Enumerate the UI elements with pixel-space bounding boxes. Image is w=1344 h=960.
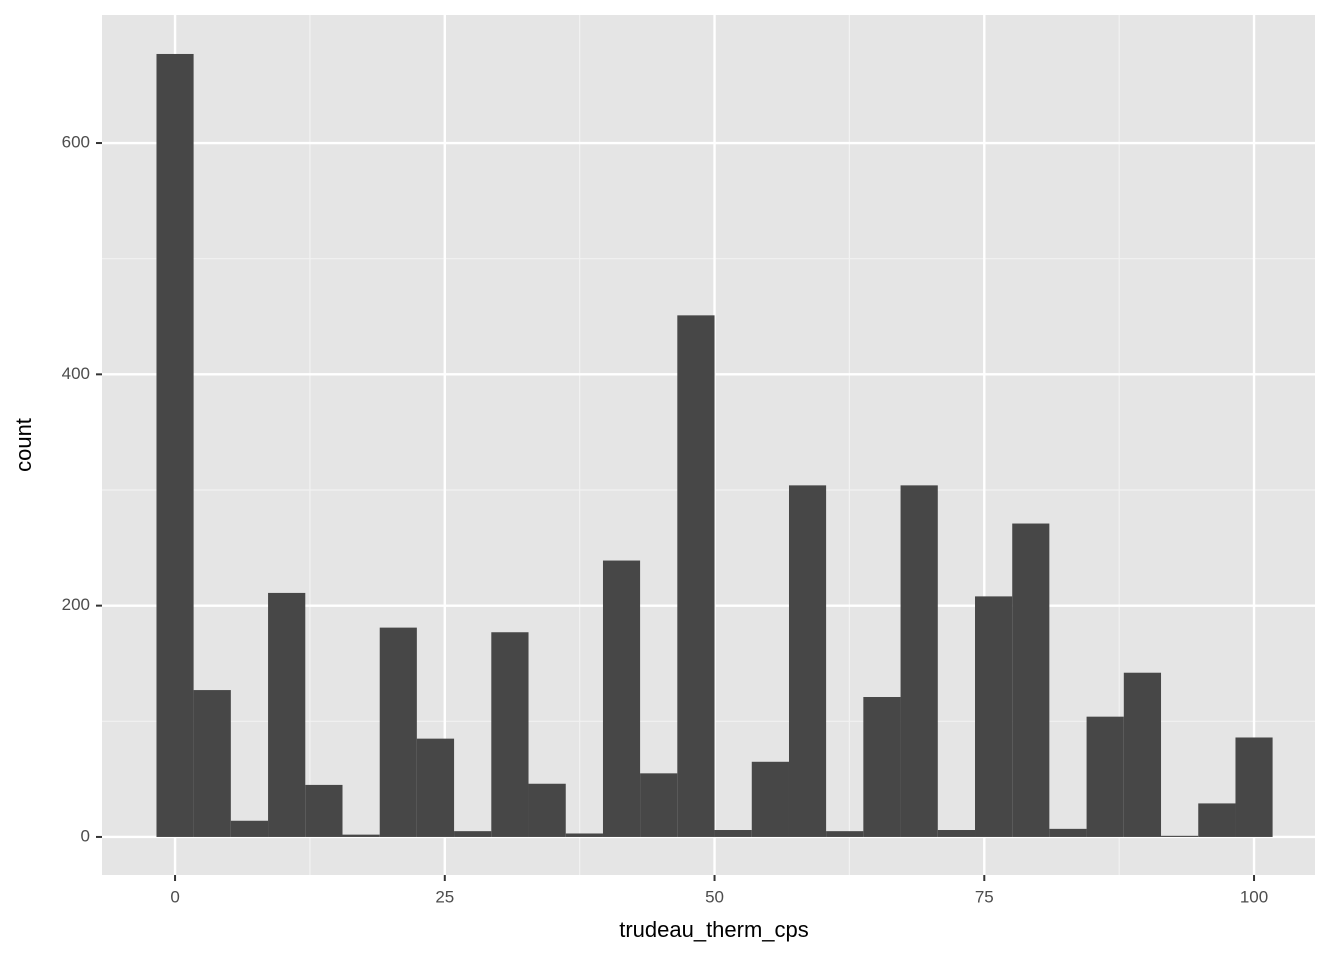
bar [156, 53, 194, 837]
bar [193, 690, 231, 837]
bar [751, 761, 789, 837]
bar [788, 485, 827, 837]
y-tick-label: 200 [62, 595, 90, 614]
bar [602, 560, 641, 837]
bar [900, 485, 938, 837]
y-tick-label: 0 [81, 826, 90, 845]
bar [342, 834, 380, 837]
x-tick-label: 25 [435, 887, 454, 906]
bar [230, 820, 269, 837]
bar [1123, 672, 1162, 837]
x-axis-title: trudeau_therm_cps [619, 917, 809, 942]
x-tick-label: 100 [1240, 887, 1268, 906]
bar [1086, 716, 1124, 837]
x-tick-label: 75 [975, 887, 994, 906]
bar [1161, 835, 1199, 837]
y-axis-title: count [11, 418, 36, 472]
bar [1235, 737, 1273, 837]
bar [826, 831, 864, 837]
bar [268, 592, 306, 837]
bar [416, 738, 455, 837]
y-tick-label: 400 [62, 364, 90, 383]
bar [305, 784, 343, 837]
bar [640, 773, 678, 837]
bar [863, 697, 901, 837]
bar [937, 830, 976, 837]
x-tick-label: 0 [170, 887, 179, 906]
bar [1049, 828, 1087, 837]
bar [1198, 803, 1236, 837]
bar [454, 831, 492, 837]
y-tick-label: 600 [62, 133, 90, 152]
bar [714, 830, 752, 837]
bar [677, 315, 715, 837]
bar [1012, 523, 1050, 837]
bar [565, 833, 603, 837]
bar [379, 627, 417, 837]
bar [975, 596, 1013, 837]
bar [491, 632, 529, 837]
bar [528, 783, 566, 837]
x-tick-label: 50 [705, 887, 724, 906]
